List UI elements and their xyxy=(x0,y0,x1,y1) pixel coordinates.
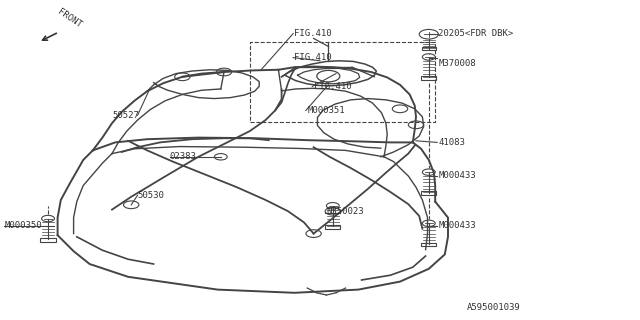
Text: M000350: M000350 xyxy=(5,221,43,230)
Text: 50530: 50530 xyxy=(138,191,164,200)
Text: 41083: 41083 xyxy=(438,138,465,147)
Text: FIG.410: FIG.410 xyxy=(314,82,351,91)
Text: 02383: 02383 xyxy=(170,152,196,161)
Bar xyxy=(421,76,436,80)
Text: FIG.410: FIG.410 xyxy=(294,53,332,62)
Bar xyxy=(325,225,340,229)
Text: 20205<FDR DBK>: 20205<FDR DBK> xyxy=(438,29,514,38)
Text: N350023: N350023 xyxy=(326,207,364,216)
Text: A595001039: A595001039 xyxy=(467,303,521,312)
Bar xyxy=(422,47,436,50)
Bar xyxy=(421,191,436,195)
Text: FRONT: FRONT xyxy=(56,7,84,29)
Text: M000351: M000351 xyxy=(307,106,345,115)
Bar xyxy=(421,243,436,246)
Text: M000433: M000433 xyxy=(438,172,476,180)
Text: FIG.410: FIG.410 xyxy=(294,29,332,38)
Text: 50527: 50527 xyxy=(112,111,139,120)
Text: M000433: M000433 xyxy=(438,221,476,230)
Text: M370008: M370008 xyxy=(438,60,476,68)
Bar xyxy=(40,238,56,242)
